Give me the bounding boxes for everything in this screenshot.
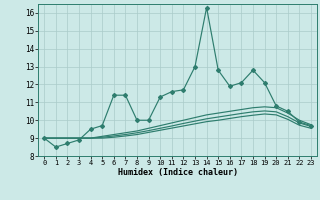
X-axis label: Humidex (Indice chaleur): Humidex (Indice chaleur) (118, 168, 238, 177)
